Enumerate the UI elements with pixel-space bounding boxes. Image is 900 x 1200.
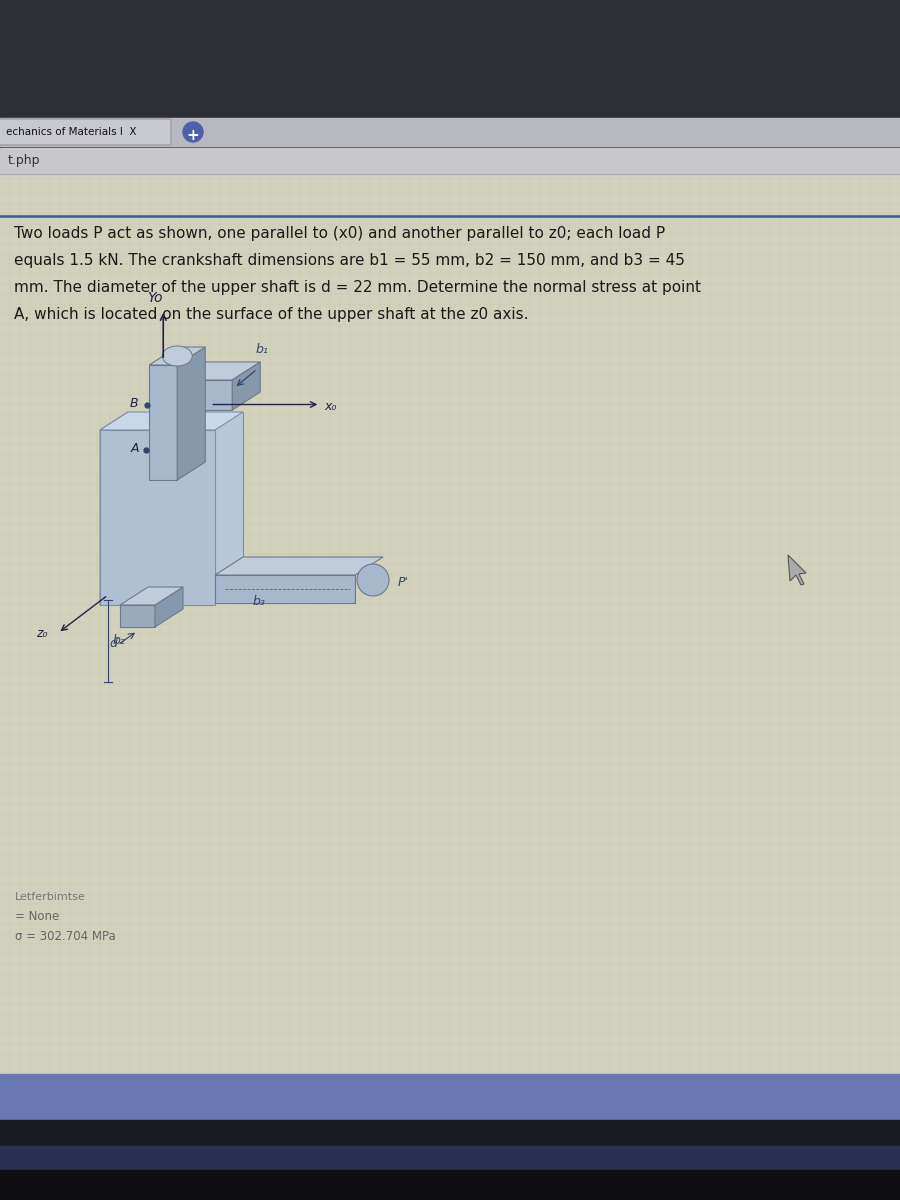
Polygon shape xyxy=(232,362,260,410)
Text: echanics of Materials I  X: echanics of Materials I X xyxy=(6,127,137,137)
Polygon shape xyxy=(100,430,215,605)
Text: A, which is located on the surface of the upper shaft at the z0 axis.: A, which is located on the surface of th… xyxy=(14,307,528,322)
Bar xyxy=(0,1170,900,1200)
Polygon shape xyxy=(100,412,243,430)
Text: x₀: x₀ xyxy=(324,400,337,413)
Polygon shape xyxy=(215,575,355,602)
Bar xyxy=(0,118,900,146)
Polygon shape xyxy=(215,557,383,575)
Circle shape xyxy=(183,122,203,142)
Polygon shape xyxy=(120,587,183,605)
Text: B: B xyxy=(130,397,138,410)
Ellipse shape xyxy=(357,564,389,596)
Text: +: + xyxy=(186,128,200,144)
Bar xyxy=(0,174,900,1074)
Text: = None: = None xyxy=(15,910,59,923)
Bar xyxy=(0,1146,900,1200)
Polygon shape xyxy=(155,587,183,626)
Polygon shape xyxy=(788,554,806,584)
Text: z₀: z₀ xyxy=(36,626,48,640)
Bar xyxy=(0,0,900,130)
Polygon shape xyxy=(100,412,128,605)
Text: P': P' xyxy=(398,576,409,589)
Text: Two loads P act as shown, one parallel to (x0) and another parallel to z0; each : Two loads P act as shown, one parallel t… xyxy=(14,226,665,241)
FancyBboxPatch shape xyxy=(0,119,171,145)
Polygon shape xyxy=(128,412,243,587)
Text: b₃: b₃ xyxy=(253,595,266,608)
Bar xyxy=(0,1074,900,1146)
Text: A: A xyxy=(130,442,139,455)
Polygon shape xyxy=(177,380,232,410)
Text: σ = 302.704 MPa: σ = 302.704 MPa xyxy=(15,930,116,943)
Text: Letferbimtse: Letferbimtse xyxy=(15,892,86,902)
Ellipse shape xyxy=(162,346,193,366)
Polygon shape xyxy=(120,605,155,626)
Text: d: d xyxy=(110,637,117,650)
Bar xyxy=(0,148,900,174)
Text: b₁: b₁ xyxy=(256,343,268,356)
Text: mm. The diameter of the upper shaft is d = 22 mm. Determine the normal stress at: mm. The diameter of the upper shaft is d… xyxy=(14,280,701,295)
Text: t.php: t.php xyxy=(8,154,40,167)
Text: b₂: b₂ xyxy=(113,634,126,647)
Polygon shape xyxy=(149,347,205,365)
Text: Yo: Yo xyxy=(148,290,163,305)
Text: equals 1.5 kN. The crankshaft dimensions are b1 = 55 mm, b2 = 150 mm, and b3 = 4: equals 1.5 kN. The crankshaft dimensions… xyxy=(14,253,685,268)
Bar xyxy=(0,1120,900,1200)
Polygon shape xyxy=(177,347,205,480)
Polygon shape xyxy=(177,362,260,380)
Polygon shape xyxy=(149,365,177,480)
